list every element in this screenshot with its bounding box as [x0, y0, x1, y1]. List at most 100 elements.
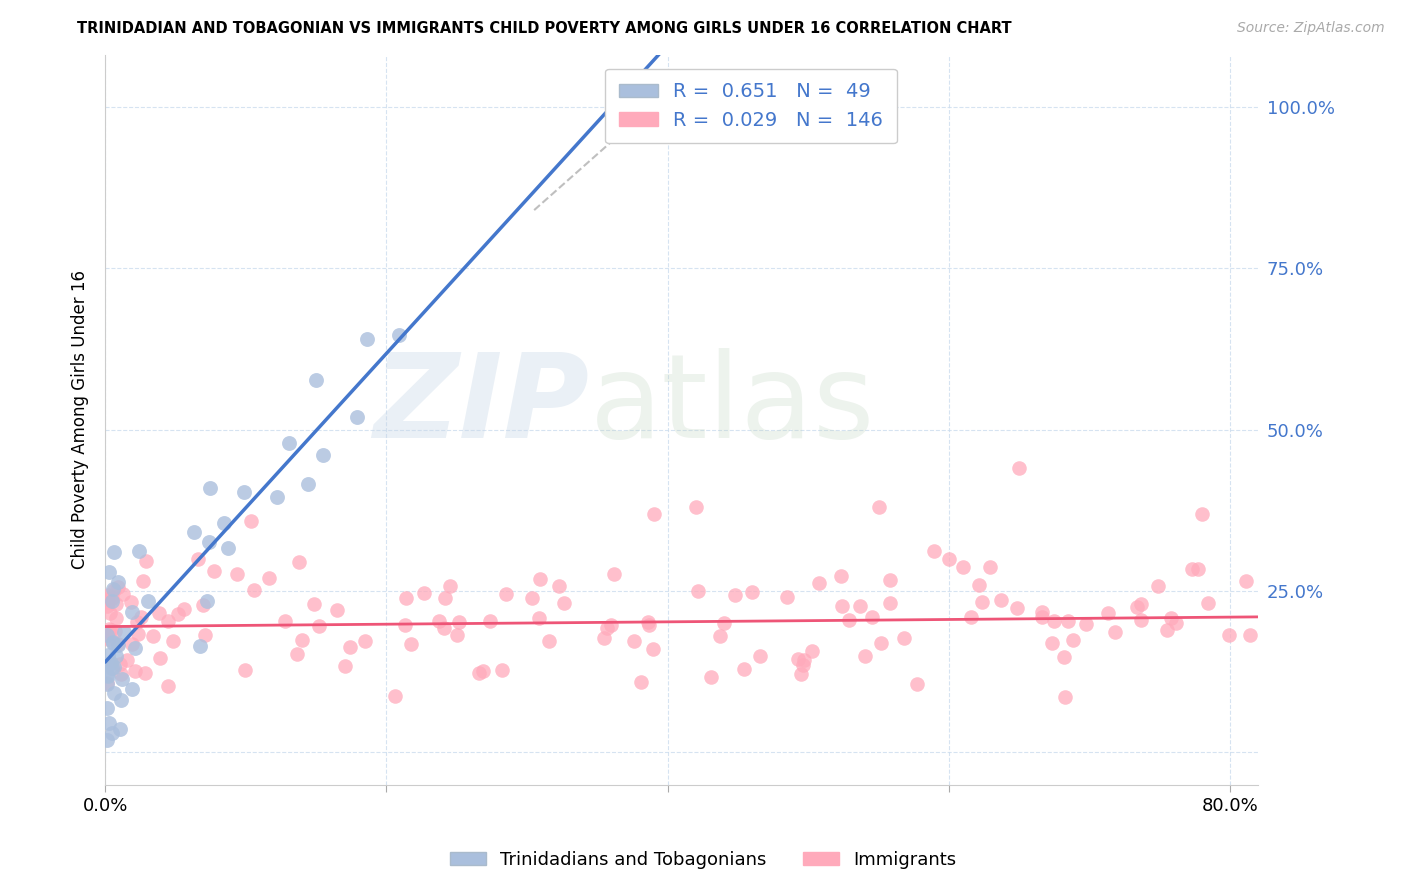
Point [395, 591, 418, 606]
Point [960, 610, 983, 624]
Point [110, 667, 132, 681]
Point [600, 618, 623, 632]
Point [700, 670, 723, 684]
Point [1197, 595, 1219, 609]
Point [115, 653, 138, 667]
Point [638, 618, 661, 632]
Point [97, 624, 120, 639]
Point [970, 595, 993, 609]
Point [312, 448, 335, 462]
Point [1008, 461, 1031, 475]
Point [135, 554, 157, 568]
Point [427, 614, 450, 628]
Point [187, 552, 209, 566]
Y-axis label: Child Poverty Among Girls Under 16: Child Poverty Among Girls Under 16 [72, 270, 89, 569]
Point [860, 609, 883, 624]
Point [479, 614, 502, 628]
Point [1062, 632, 1084, 647]
Point [603, 566, 626, 581]
Point [685, 500, 707, 515]
Point [969, 577, 991, 591]
Point [112, 587, 135, 601]
Point [709, 629, 731, 643]
Point [127, 626, 149, 640]
Point [111, 672, 134, 686]
Point [1043, 614, 1066, 628]
Point [1130, 597, 1153, 611]
Point [905, 677, 928, 691]
Point [257, 571, 280, 585]
Point [879, 574, 901, 588]
Point [831, 599, 853, 614]
Point [97, 565, 120, 579]
Point [1181, 561, 1204, 575]
Point [97, 648, 120, 662]
Point [101, 661, 124, 675]
Point [124, 664, 146, 678]
Point [447, 615, 470, 630]
Point [167, 607, 190, 621]
Point [242, 582, 264, 597]
Point [97, 592, 120, 607]
Point [149, 651, 172, 665]
Point [266, 490, 288, 504]
Point [240, 514, 263, 528]
Point [162, 634, 184, 648]
Point [471, 665, 494, 679]
Point [103, 545, 125, 559]
Point [108, 657, 131, 671]
Point [125, 615, 148, 630]
Point [384, 690, 406, 704]
Point [637, 615, 659, 630]
Point [893, 632, 915, 646]
Point [103, 582, 125, 597]
Point [686, 584, 709, 599]
Point [148, 606, 170, 620]
Point [297, 476, 319, 491]
Point [104, 611, 127, 625]
Point [333, 658, 356, 673]
Point [979, 559, 1001, 574]
Point [100, 656, 122, 670]
Point [217, 541, 239, 555]
Point [233, 485, 256, 500]
Point [98, 716, 121, 731]
Point [538, 633, 561, 648]
Point [107, 580, 129, 594]
Point [830, 568, 852, 582]
Point [183, 524, 205, 539]
Point [1191, 507, 1213, 521]
Point [548, 579, 571, 593]
Point [202, 564, 225, 578]
Point [96, 676, 118, 690]
Point [274, 614, 297, 628]
Point [134, 665, 156, 680]
Point [1097, 606, 1119, 620]
Point [522, 591, 544, 606]
Point [121, 681, 143, 696]
Point [195, 594, 218, 608]
Point [107, 637, 129, 651]
Point [439, 579, 461, 593]
Point [1147, 579, 1170, 593]
Point [741, 585, 763, 599]
Point [98, 623, 121, 637]
Point [868, 500, 890, 515]
Point [786, 652, 808, 666]
Point [630, 674, 652, 689]
Point [156, 679, 179, 693]
Point [1053, 690, 1076, 705]
Point [446, 628, 468, 642]
Point [198, 535, 221, 549]
Point [433, 622, 456, 636]
Point [870, 636, 893, 650]
Point [96, 628, 118, 642]
Point [191, 598, 214, 612]
Point [1031, 605, 1053, 619]
Point [212, 516, 235, 531]
Point [101, 582, 124, 597]
Point [801, 644, 824, 658]
Point [100, 725, 122, 739]
Point [103, 660, 125, 674]
Point [491, 663, 513, 677]
